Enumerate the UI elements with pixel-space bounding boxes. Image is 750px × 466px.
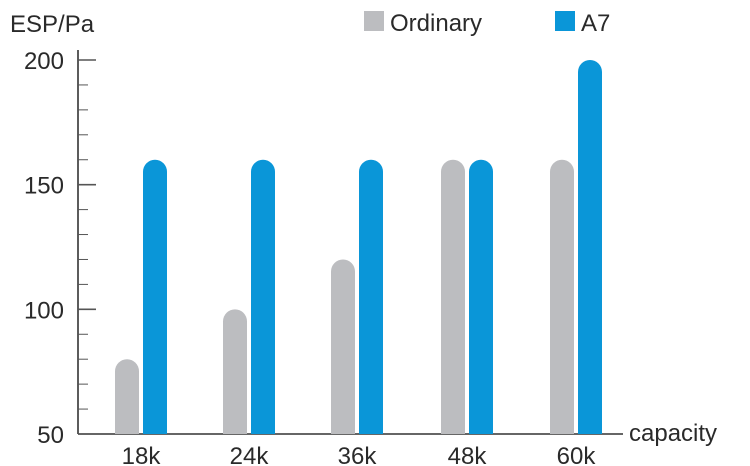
legend-label-ordinary: Ordinary (390, 10, 482, 37)
y-tick-label: 150 (24, 173, 64, 200)
x-tick-labels: 18k 24k 36k 48k 60k (122, 443, 597, 466)
legend-swatch-a7 (555, 11, 575, 31)
x-tick-label: 24k (230, 443, 270, 466)
bars (115, 60, 602, 434)
bar-a7-24k (251, 159, 275, 434)
y-tick-label: 100 (24, 297, 64, 324)
bar-ordinary-60k (550, 159, 574, 434)
legend: Ordinary A7 (364, 10, 610, 37)
y-axis-label: ESP/Pa (10, 11, 95, 38)
legend-label-a7: A7 (581, 10, 610, 37)
bar-ordinary-48k (441, 159, 465, 434)
x-tick-label: 18k (122, 443, 162, 466)
bar-ordinary-24k (223, 309, 247, 434)
bar-a7-18k (143, 159, 167, 434)
y-ticks: 50 100 150 200 (24, 48, 96, 449)
x-tick-label: 60k (557, 443, 597, 466)
y-tick-label: 200 (24, 48, 64, 75)
bar-ordinary-18k (115, 359, 139, 434)
bar-a7-48k (469, 159, 493, 434)
bar-a7-60k (578, 60, 602, 434)
x-tick-label: 48k (448, 443, 488, 466)
bar-ordinary-36k (331, 259, 355, 434)
x-tick-label: 36k (338, 443, 378, 466)
x-axis-label: capacity (629, 420, 717, 447)
bar-a7-36k (359, 159, 383, 434)
y-tick-label: 50 (37, 422, 64, 449)
legend-swatch-ordinary (364, 11, 384, 31)
